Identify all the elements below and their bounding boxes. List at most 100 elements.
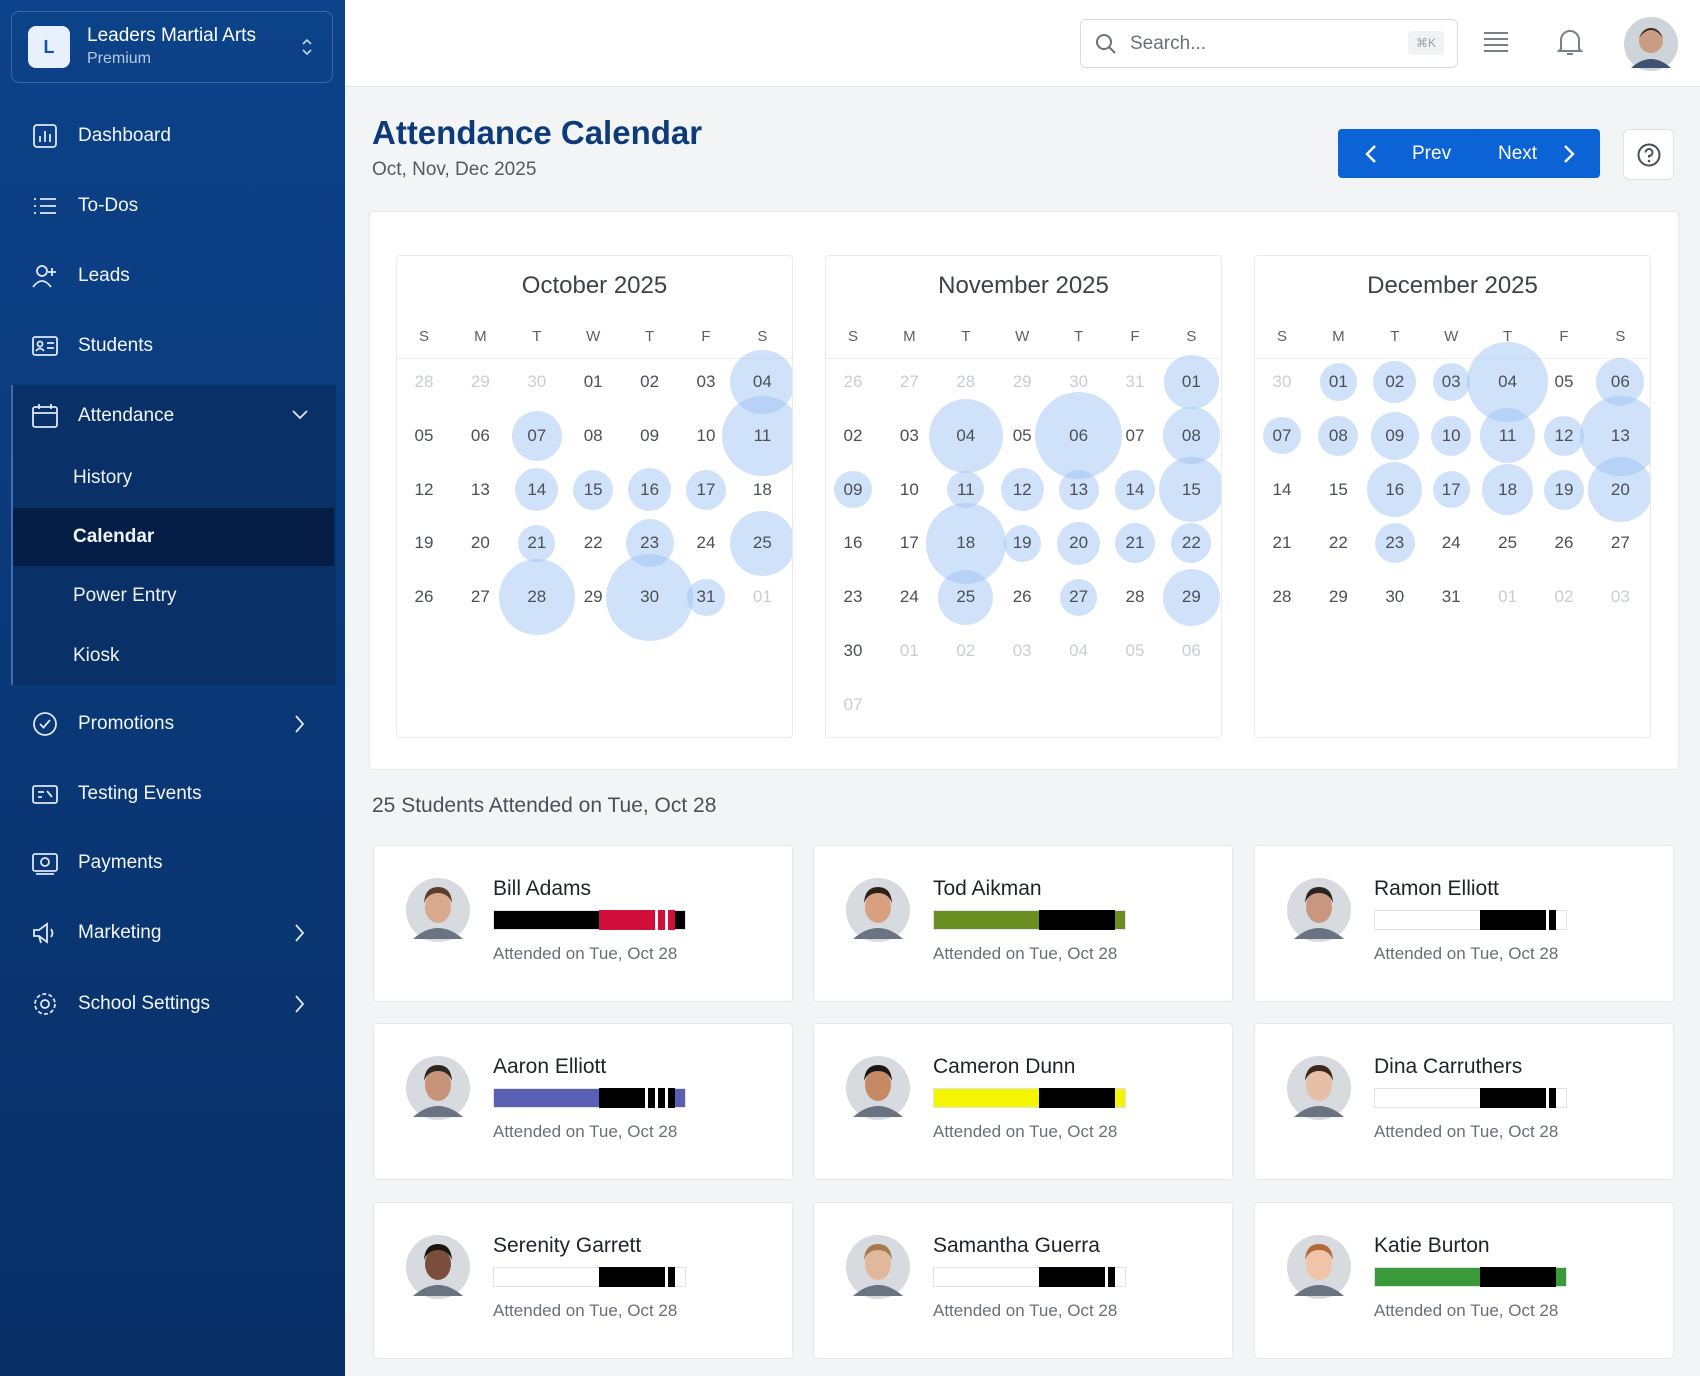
- calendar-day[interactable]: 27: [470, 587, 490, 607]
- calendar-day[interactable]: 14: [1125, 479, 1145, 499]
- calendar-day[interactable]: 05: [1125, 641, 1145, 660]
- calendar-day[interactable]: 29: [1012, 372, 1032, 391]
- calendar-day[interactable]: 16: [1385, 479, 1405, 499]
- calendar-day[interactable]: 06: [1181, 641, 1201, 660]
- calendar-day[interactable]: 03: [696, 372, 716, 391]
- calendar-day[interactable]: 09: [640, 425, 660, 445]
- calendar-day[interactable]: 30: [1385, 587, 1405, 607]
- calendar-day[interactable]: 04: [1498, 372, 1518, 391]
- calendar-day[interactable]: 03: [1610, 587, 1630, 607]
- calendar-day[interactable]: 02: [1554, 587, 1574, 607]
- calendar-day[interactable]: 30: [640, 587, 660, 607]
- calendar-day[interactable]: 30: [1069, 372, 1089, 391]
- calendar-day[interactable]: 27: [1610, 533, 1630, 553]
- calendar-day[interactable]: 07: [843, 694, 863, 714]
- calendar-day[interactable]: 21: [527, 533, 547, 553]
- calendar-day[interactable]: 19: [1554, 479, 1574, 499]
- calendar-day[interactable]: 28: [414, 372, 434, 391]
- calendar-day[interactable]: 31: [1125, 372, 1145, 391]
- calendar-day[interactable]: 29: [470, 372, 490, 391]
- calendar-day[interactable]: 20: [470, 533, 490, 553]
- student-card[interactable]: Bill Adams Attended on Tue, Oct 28: [373, 845, 793, 1002]
- student-card[interactable]: Serenity Garrett Attended on Tue, Oct 28: [373, 1202, 793, 1359]
- calendar-day[interactable]: 08: [583, 425, 603, 445]
- calendar-day[interactable]: 30: [1272, 372, 1292, 391]
- calendar-day[interactable]: 31: [696, 587, 716, 607]
- calendar-day[interactable]: 24: [696, 533, 716, 553]
- calendar-day[interactable]: 10: [899, 479, 919, 499]
- calendar-day[interactable]: 21: [1272, 533, 1292, 553]
- calendar-day[interactable]: 16: [843, 533, 863, 553]
- calendar-day[interactable]: 21: [1125, 533, 1145, 553]
- calendar-day[interactable]: 07: [1125, 425, 1145, 445]
- calendar-day[interactable]: 02: [956, 641, 976, 660]
- calendar-day[interactable]: 03: [1441, 372, 1461, 391]
- calendar-day[interactable]: 10: [1441, 425, 1461, 445]
- calendar-day[interactable]: 06: [1610, 372, 1630, 391]
- calendar-day[interactable]: 23: [640, 533, 660, 553]
- calendar-day[interactable]: 02: [640, 372, 660, 391]
- calendar-day[interactable]: 08: [1328, 425, 1348, 445]
- calendar-day[interactable]: 22: [1181, 533, 1201, 553]
- calendar-day[interactable]: 26: [1012, 587, 1032, 607]
- calendar-day[interactable]: 30: [843, 641, 863, 660]
- subnav-item[interactable]: Power Entry: [73, 585, 177, 606]
- calendar-day[interactable]: 26: [1554, 533, 1574, 553]
- calendar-day[interactable]: 12: [414, 479, 434, 499]
- calendar-day[interactable]: 25: [1498, 533, 1518, 553]
- calendar-day[interactable]: 04: [752, 372, 772, 391]
- calendar-day[interactable]: 07: [527, 425, 547, 445]
- calendar-day[interactable]: 02: [843, 425, 863, 445]
- nav-item[interactable]: To-Dos: [20, 181, 320, 231]
- calendar-day[interactable]: 13: [1069, 479, 1089, 499]
- calendar-day[interactable]: 22: [583, 533, 603, 553]
- calendar-day[interactable]: 15: [1328, 479, 1348, 499]
- calendar-day[interactable]: 19: [414, 533, 434, 553]
- calendar-day[interactable]: 26: [843, 372, 863, 391]
- calendar-day[interactable]: 04: [956, 425, 976, 445]
- subnav-item[interactable]: Kiosk: [73, 645, 120, 666]
- calendar-day[interactable]: 28: [1125, 587, 1145, 607]
- calendar-day[interactable]: 05: [1554, 372, 1574, 391]
- calendar-day[interactable]: 02: [1385, 372, 1405, 391]
- calendar-day[interactable]: 15: [1181, 479, 1201, 499]
- calendar-day[interactable]: 27: [1069, 587, 1089, 607]
- calendar-day[interactable]: 06: [470, 425, 490, 445]
- calendar-day[interactable]: 13: [1610, 425, 1630, 445]
- nav-item[interactable]: Attendance: [20, 391, 320, 441]
- help-button[interactable]: [1623, 129, 1674, 180]
- calendar-day[interactable]: 29: [1181, 587, 1201, 607]
- calendar-day[interactable]: 11: [753, 425, 772, 445]
- calendar-day[interactable]: 12: [1554, 425, 1574, 445]
- nav-item[interactable]: Students: [20, 321, 320, 371]
- calendar-day[interactable]: 10: [696, 425, 716, 445]
- nav-item[interactable]: Payments: [20, 838, 320, 888]
- calendar-day[interactable]: 11: [956, 479, 975, 499]
- calendar-day[interactable]: 01: [1181, 372, 1201, 391]
- nav-item[interactable]: Dashboard: [20, 111, 320, 161]
- calendar-day[interactable]: 01: [1328, 372, 1348, 391]
- calendar-day[interactable]: 05: [414, 425, 434, 445]
- calendar-day[interactable]: 14: [1272, 479, 1292, 499]
- calendar-day[interactable]: 17: [1441, 479, 1461, 499]
- calendar-day[interactable]: 24: [1441, 533, 1461, 553]
- calendar-day[interactable]: 11: [1498, 425, 1517, 445]
- calendar-day[interactable]: 09: [843, 479, 863, 499]
- calendar-day[interactable]: 31: [1441, 587, 1461, 607]
- calendar-day[interactable]: 29: [1328, 587, 1348, 607]
- user-avatar[interactable]: [1623, 16, 1679, 72]
- calendar-day[interactable]: 17: [696, 479, 716, 499]
- calendar-day[interactable]: 01: [752, 587, 772, 607]
- calendar-day[interactable]: 09: [1385, 425, 1405, 445]
- student-card[interactable]: Katie Burton Attended on Tue, Oct 28: [1254, 1202, 1674, 1359]
- nav-item[interactable]: Marketing: [20, 908, 320, 958]
- calendar-day[interactable]: 16: [640, 479, 660, 499]
- nav-item[interactable]: Testing Events: [20, 769, 320, 819]
- calendar-day[interactable]: 03: [1012, 641, 1032, 660]
- list-icon[interactable]: [1483, 30, 1509, 56]
- calendar-day[interactable]: 12: [1012, 479, 1032, 499]
- calendar-day[interactable]: 28: [1272, 587, 1292, 607]
- calendar-day[interactable]: 22: [1328, 533, 1348, 553]
- student-card[interactable]: Samantha Guerra Attended on Tue, Oct 28: [813, 1202, 1233, 1359]
- calendar-day[interactable]: 23: [843, 587, 863, 607]
